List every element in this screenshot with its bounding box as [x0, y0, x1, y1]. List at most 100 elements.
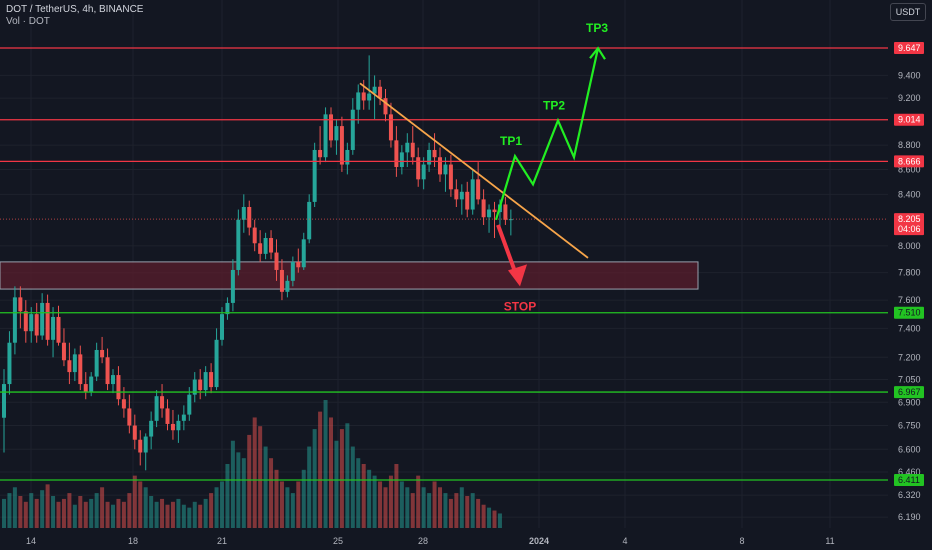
candle-body — [487, 209, 492, 218]
candle — [476, 162, 481, 205]
volume-bar — [121, 501, 126, 528]
volume-bar — [111, 504, 115, 528]
x-tick-label: 4 — [622, 536, 627, 546]
volume-bar — [127, 493, 132, 528]
volume-bar — [203, 498, 208, 528]
candle-body — [12, 297, 17, 343]
volume-bar — [279, 481, 284, 528]
volume-bar — [198, 504, 203, 528]
volume-bar — [89, 498, 94, 528]
y-tick-label: 6.190 — [898, 512, 921, 522]
candle-body — [388, 114, 393, 141]
y-tick-label: 8.800 — [898, 140, 921, 150]
candle — [503, 196, 508, 225]
candle-body — [318, 149, 323, 158]
candle — [410, 126, 415, 165]
volume-bar — [105, 501, 110, 528]
volume-bar — [388, 475, 393, 528]
volume-bars — [2, 400, 502, 528]
candle — [181, 405, 186, 431]
candle-body — [421, 164, 426, 180]
candle-body — [361, 92, 366, 101]
candle-body — [279, 269, 284, 292]
currency-button[interactable]: USDT — [890, 3, 926, 21]
candle — [443, 157, 448, 192]
volume-bar — [247, 434, 252, 528]
volume-bar — [160, 498, 165, 528]
x-tick-label: 18 — [128, 536, 138, 546]
volume-bar — [72, 504, 77, 528]
x-tick-label: 21 — [217, 536, 227, 546]
volume-bar — [181, 504, 186, 528]
candle — [198, 369, 203, 400]
candle-body — [45, 302, 50, 340]
candle — [143, 433, 148, 471]
candle — [285, 275, 290, 298]
candle — [258, 230, 263, 262]
candle-body — [252, 227, 257, 244]
volume-bar — [465, 496, 470, 528]
volume-bar — [258, 426, 263, 528]
volume-bar — [443, 493, 448, 528]
candle — [492, 201, 497, 239]
candle-body — [427, 149, 432, 165]
x-tick-label: 8 — [739, 536, 744, 546]
candle — [241, 194, 246, 233]
candle — [203, 366, 208, 397]
candle-body — [89, 376, 94, 392]
candle — [427, 142, 432, 172]
candle-body — [416, 157, 421, 180]
candle-body — [290, 261, 295, 281]
candle — [127, 394, 132, 434]
candle — [176, 414, 181, 443]
candle-body — [203, 372, 208, 391]
candle-body — [438, 157, 442, 175]
candle-body — [94, 349, 99, 377]
candle-body — [181, 414, 186, 421]
candle — [40, 293, 45, 340]
volume-bar — [165, 504, 170, 528]
candle — [83, 372, 88, 400]
candle-body — [29, 314, 34, 332]
volume-bar — [427, 493, 432, 528]
candle — [296, 248, 301, 273]
x-tick-label: 2024 — [529, 536, 549, 546]
candle — [438, 147, 442, 182]
current-price-badge-label: 8.205 — [898, 214, 921, 224]
candle-body — [339, 126, 344, 165]
candle-body — [323, 114, 328, 158]
volume-bar — [12, 487, 17, 528]
projection-path — [494, 47, 600, 221]
price-axis: 9.400 9.200 8.800 8.600 8.400 8.000 7.800 7.600… — [888, 0, 932, 550]
candle — [132, 414, 137, 450]
candle-body — [263, 238, 268, 254]
volume-bar — [149, 496, 154, 528]
candle — [465, 181, 470, 218]
candle-body — [105, 357, 110, 385]
price-levels — [0, 47, 888, 481]
volume-bar — [470, 493, 475, 528]
resistance-level-badge — [894, 42, 924, 54]
candle — [350, 98, 355, 155]
volume-bar — [192, 501, 197, 528]
candle — [329, 107, 333, 148]
volume-bar — [285, 487, 290, 528]
candle — [388, 102, 393, 148]
volume-bar — [350, 446, 355, 528]
candle-body — [334, 126, 339, 141]
volume-bar — [492, 510, 497, 528]
candle — [100, 336, 105, 364]
candle — [236, 209, 241, 276]
volume-bar — [154, 501, 159, 528]
candle-body — [258, 243, 263, 254]
volume-bar — [399, 481, 404, 528]
candle-body — [121, 399, 126, 409]
candle-body — [345, 149, 350, 165]
volume-bar — [2, 498, 6, 528]
candle-body — [51, 316, 56, 340]
grid — [0, 0, 888, 528]
volume-bar — [34, 498, 39, 528]
candle-body — [78, 354, 83, 385]
candle — [290, 256, 295, 287]
